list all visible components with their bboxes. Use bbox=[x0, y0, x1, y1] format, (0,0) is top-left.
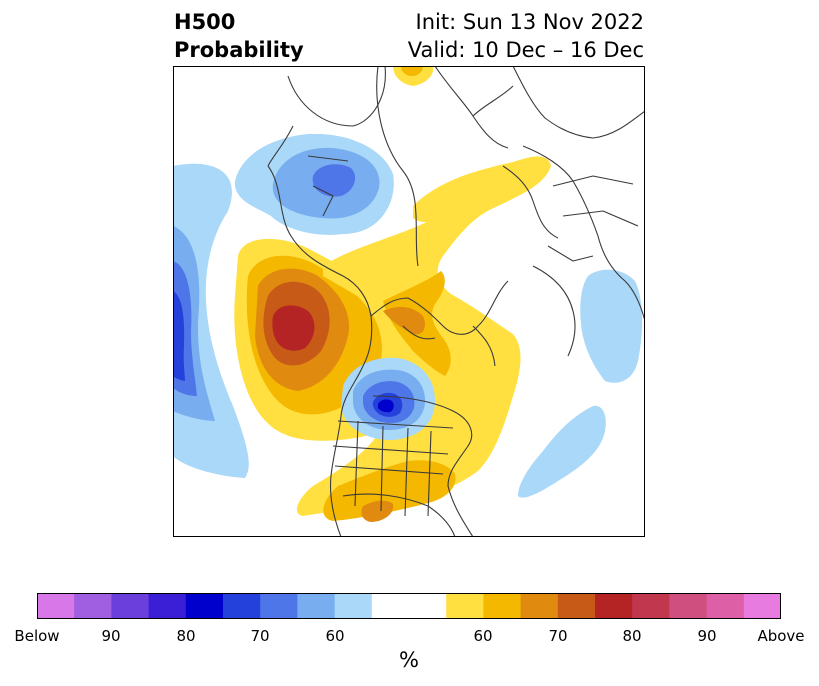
colorbar-cell bbox=[37, 593, 75, 619]
colorbar-cell bbox=[446, 593, 484, 619]
colorbar-cell bbox=[111, 593, 150, 619]
map-outlines bbox=[267, 66, 645, 537]
europe-below-area bbox=[580, 269, 643, 383]
colorbar-cell bbox=[185, 593, 224, 619]
valid-range: Valid: 10 Dec – 16 Dec bbox=[407, 38, 644, 62]
subtropical-below-area bbox=[518, 405, 606, 498]
title-product: Probability bbox=[174, 38, 304, 62]
midwest-below-area bbox=[341, 357, 435, 441]
init-date: Init: Sun 13 Nov 2022 bbox=[415, 10, 644, 34]
chart-title: H500 Probability bbox=[174, 8, 304, 64]
colorbar-tick-80-below: 80 bbox=[176, 627, 196, 645]
colorbar-tick-above: Above bbox=[757, 627, 805, 645]
colorbar-tick-80-above: 80 bbox=[622, 627, 642, 645]
chart-dates: Init: Sun 13 Nov 2022 Valid: 10 Dec – 16… bbox=[408, 8, 644, 64]
title-variable: H500 bbox=[174, 10, 236, 34]
probability-map bbox=[173, 66, 645, 537]
colorbar-cell bbox=[334, 593, 373, 619]
atlantic-above-area bbox=[296, 66, 551, 522]
colorbar-cell bbox=[371, 593, 410, 619]
colorbar-tick-90-below: 90 bbox=[101, 627, 121, 645]
colorbar-cell bbox=[409, 593, 447, 619]
pacific-below-area bbox=[173, 163, 249, 478]
colorbar-cell bbox=[483, 593, 522, 619]
colorbar-cell bbox=[148, 593, 187, 619]
colorbar-cell bbox=[223, 593, 261, 619]
colorbar-cell bbox=[595, 593, 633, 619]
colorbar-tick-90-above: 90 bbox=[697, 627, 717, 645]
colorbar-cell bbox=[743, 593, 781, 619]
colorbar-cell bbox=[632, 593, 670, 619]
colorbar-cell bbox=[74, 593, 112, 619]
colorbar-cell bbox=[706, 593, 745, 619]
colorbar-cell bbox=[260, 593, 298, 619]
colorbar-cell bbox=[669, 593, 708, 619]
colorbar-tick-60-above: 60 bbox=[473, 627, 493, 645]
map-frame bbox=[173, 66, 645, 537]
colorbar-tick-70-below: 70 bbox=[250, 627, 270, 645]
colorbar-cell bbox=[557, 593, 596, 619]
colorbar-cell bbox=[297, 593, 336, 619]
siberia-below-area bbox=[234, 133, 394, 235]
colorbar bbox=[37, 593, 781, 619]
colorbar-cell bbox=[520, 593, 559, 619]
colorbar-unit: % bbox=[399, 648, 419, 672]
colorbar-tick-below: Below bbox=[14, 627, 60, 645]
colorbar-tick-60-below: 60 bbox=[325, 627, 345, 645]
colorbar-tick-70-above: 70 bbox=[548, 627, 568, 645]
